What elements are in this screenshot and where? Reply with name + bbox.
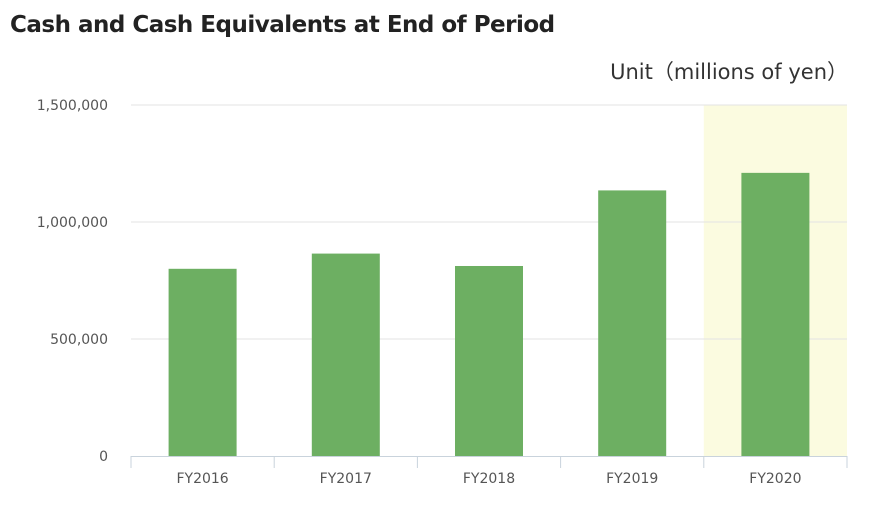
bar-fy2017 (311, 253, 380, 456)
x-tick-label: FY2018 (463, 471, 515, 487)
x-tick-label: FY2020 (749, 471, 801, 487)
y-tick-label: 1,500,000 (37, 98, 108, 114)
x-tick-label: FY2019 (606, 471, 658, 487)
bar-fy2020 (741, 172, 810, 457)
unit-label: Unit（millions of yen） (610, 60, 848, 84)
bar-fy2018 (455, 265, 523, 456)
bar-fy2019 (598, 190, 667, 456)
bar-fy2016 (168, 268, 237, 456)
x-tick-label: FY2016 (176, 471, 228, 487)
x-tick-label: FY2017 (320, 471, 372, 487)
y-tick-label: 1,000,000 (37, 215, 108, 231)
y-tick-label: 500,000 (50, 332, 108, 348)
chart-title: Cash and Cash Equivalents at End of Peri… (10, 12, 555, 38)
y-tick-label: 0 (99, 449, 108, 465)
